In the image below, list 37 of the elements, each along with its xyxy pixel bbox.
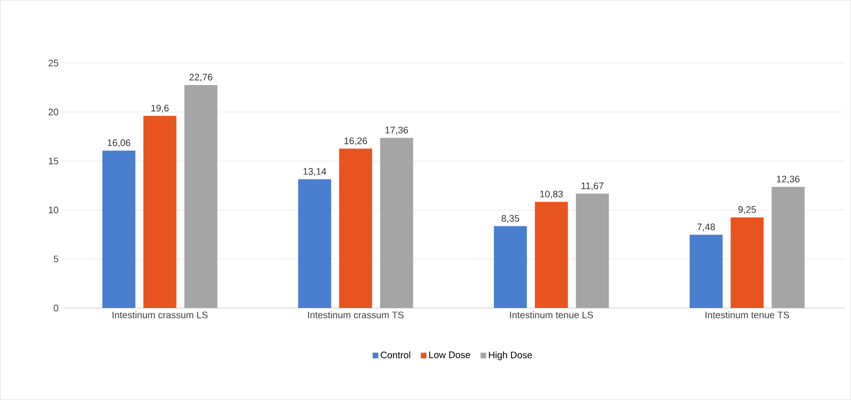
x-tick-label: Intestinum tenue TS [706,311,790,318]
bar [690,234,723,308]
data-label: 16,26 [344,137,368,146]
x-tick-label: Intestinum crassum LS [112,311,208,318]
bar [380,138,414,308]
y-tick-label: 15 [48,158,58,164]
bar [298,179,332,308]
bar [143,116,176,308]
data-label: 17,36 [386,126,408,135]
legend-label: Low Dose [429,352,470,358]
x-tick-label: Intestinum tenue LS [510,311,594,318]
bar [576,194,609,308]
y-tick-label: 5 [54,256,58,262]
data-label: 22,76 [190,74,212,82]
x-tick-label: Intestinum crassum TS [308,311,404,318]
legend-label: Control [380,351,410,358]
y-tick-label: 25 [48,60,58,66]
data-label: 9,25 [738,206,756,214]
data-label: 7,48 [697,224,715,232]
bar [339,148,372,308]
data-label: 12,36 [777,176,800,184]
y-tick-label: 0 [54,304,58,312]
data-label: 10,83 [540,190,563,199]
bar [184,84,218,308]
data-label: 13,14 [304,168,326,176]
bar [534,202,568,308]
bar [730,217,764,308]
bar [494,226,527,308]
data-label: 11,67 [582,182,604,190]
data-label: 16,06 [108,139,130,148]
data-label: 8,35 [502,214,520,223]
legend-label: High Dose [488,351,532,360]
bar [772,186,805,308]
data-label: 19,6 [151,104,169,113]
y-tick-label: 10 [48,206,58,214]
y-tick-label: 20 [48,108,58,116]
bar [102,150,136,308]
